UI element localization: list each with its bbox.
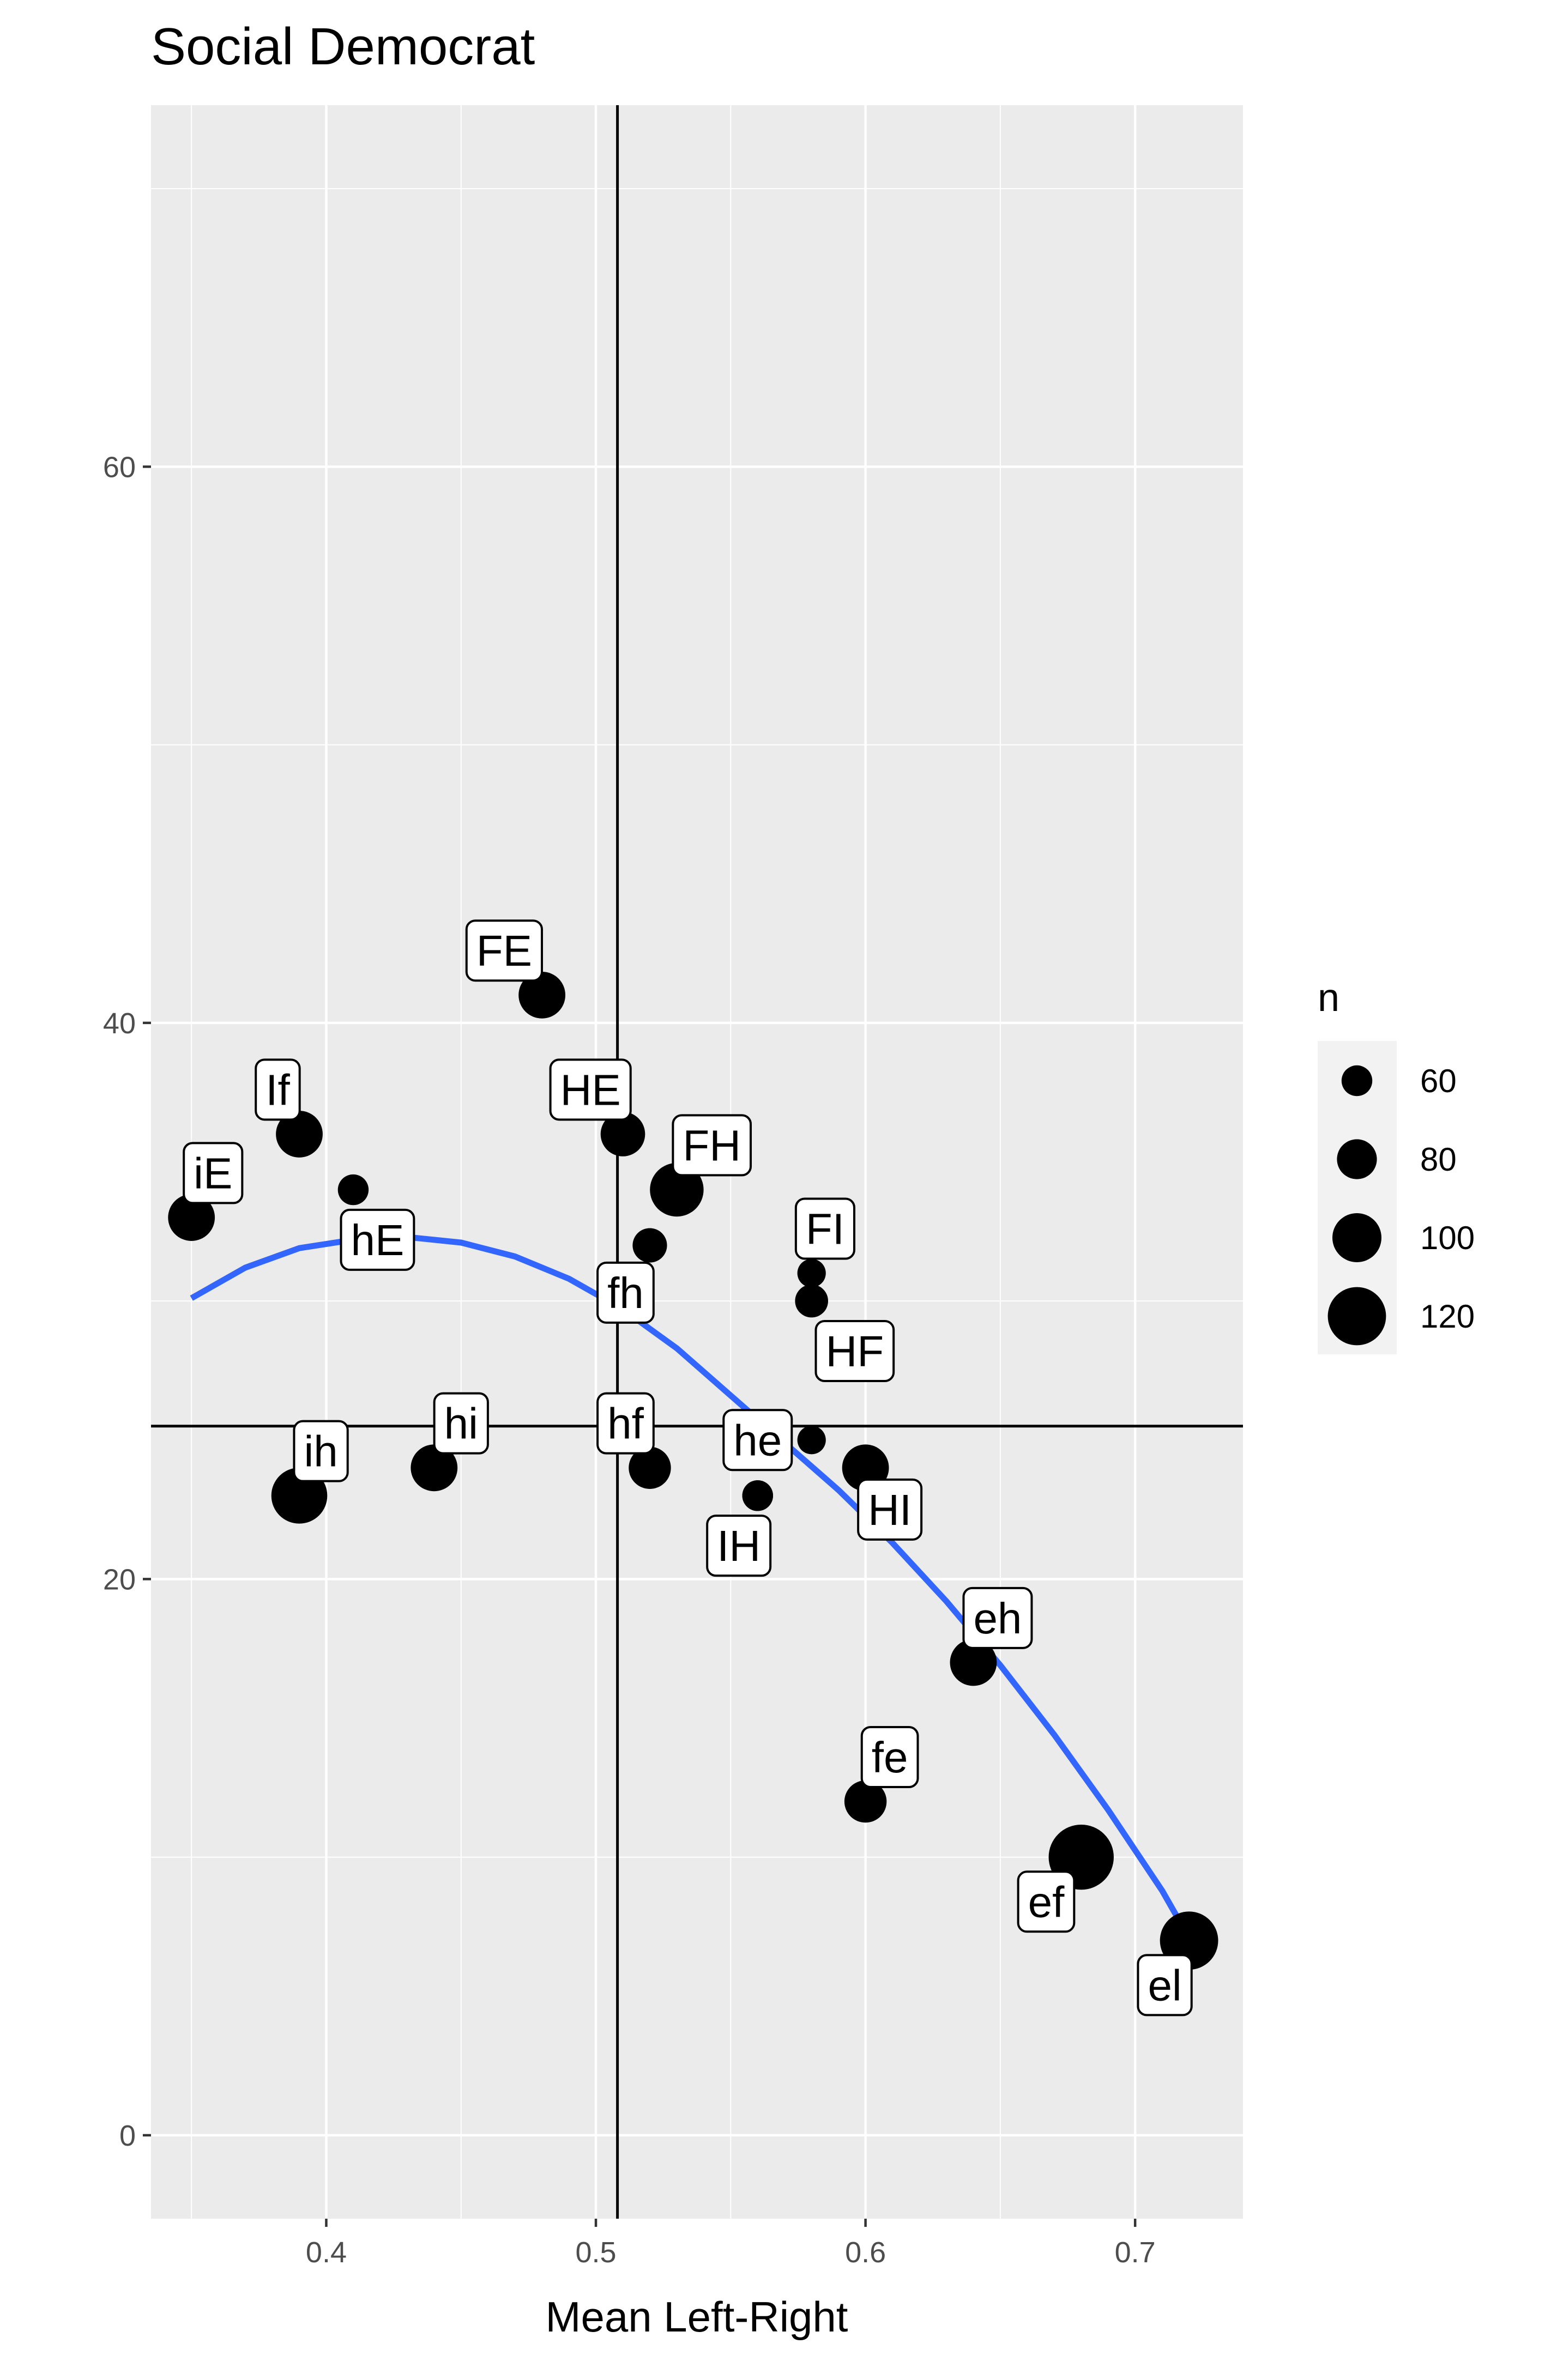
data-point xyxy=(632,1228,667,1263)
legend-label: 120 xyxy=(1420,1298,1475,1335)
legend-title: n xyxy=(1318,976,1339,1020)
y-tick-label: 0 xyxy=(119,2119,136,2152)
point-label: HF xyxy=(814,1319,895,1382)
data-point xyxy=(600,1112,645,1156)
point-label-box xyxy=(465,919,544,982)
point-label-text: fe xyxy=(872,1733,908,1782)
data-point xyxy=(650,1162,704,1217)
point-label-text: IH xyxy=(717,1522,761,1570)
point-label-text: HE xyxy=(560,1065,621,1114)
data-point xyxy=(168,1194,215,1241)
point-label-text: If xyxy=(265,1065,290,1114)
point-label: fh xyxy=(596,1261,655,1324)
point-label-box xyxy=(433,1392,489,1455)
x-tick-label: 0.4 xyxy=(306,2236,347,2269)
legend-key xyxy=(1327,1287,1386,1346)
point-label: el xyxy=(1137,1954,1193,2016)
point-label-box xyxy=(794,1197,855,1260)
point-label-text: fh xyxy=(607,1269,644,1317)
point-label-box xyxy=(293,1420,349,1482)
data-point xyxy=(797,1426,826,1455)
point-label: If xyxy=(255,1058,301,1121)
point-label-box xyxy=(596,1392,655,1455)
x-tick-label: 0.5 xyxy=(575,2236,616,2269)
major-gridlines xyxy=(151,105,1243,2219)
point-label: fe xyxy=(860,1725,919,1788)
point-label-text: hE xyxy=(351,1216,405,1264)
point-label: hE xyxy=(340,1208,415,1271)
data-point xyxy=(844,1780,887,1823)
x-tick-label: 0.7 xyxy=(1115,2236,1156,2269)
point-label-box xyxy=(962,1586,1033,1649)
y-tick-label: 60 xyxy=(103,451,136,483)
point-label: FH xyxy=(672,1114,752,1177)
legend-key xyxy=(1332,1213,1381,1262)
data-point xyxy=(629,1446,671,1489)
data-point xyxy=(518,971,566,1019)
point-label-text: hf xyxy=(607,1400,644,1448)
point-label-box xyxy=(706,1515,772,1577)
point-label: ef xyxy=(1017,1870,1076,1933)
data-point xyxy=(795,1284,828,1318)
y-tick-label: 40 xyxy=(103,1007,136,1040)
point-labels: FE If HE iE hE FH FI fh HF hi hf he HI ih IH eh fe ef el xyxy=(183,919,1193,2016)
data-point xyxy=(411,1444,458,1492)
point-label-text: hi xyxy=(444,1400,478,1448)
x-tick-label: 0.6 xyxy=(845,2236,886,2269)
point-label-box xyxy=(1017,1870,1076,1933)
point-label-text: iE xyxy=(194,1149,232,1197)
point-label-text: ih xyxy=(304,1427,337,1476)
legend-label: 80 xyxy=(1420,1141,1457,1178)
point-label-text: el xyxy=(1148,1961,1181,2009)
point-label-text: eh xyxy=(973,1594,1022,1643)
point-label-box xyxy=(183,1142,244,1204)
point-label-box xyxy=(860,1725,919,1788)
size-legend: n 60 80 100 120 xyxy=(1318,976,1475,1354)
point-label: FI xyxy=(794,1197,855,1260)
point-label: ih xyxy=(293,1420,349,1482)
point-label-box xyxy=(857,1478,923,1541)
point-label-text: FE xyxy=(476,926,532,975)
legend-label: 100 xyxy=(1420,1220,1475,1256)
legend-key xyxy=(1341,1065,1373,1097)
point-label: IH xyxy=(706,1515,772,1577)
point-label-box xyxy=(1137,1954,1193,2016)
point-label: he xyxy=(722,1409,793,1471)
y-tick-label: 20 xyxy=(103,1563,136,1596)
legend-label: 60 xyxy=(1420,1063,1457,1099)
point-label-box xyxy=(672,1114,752,1177)
data-point xyxy=(797,1259,826,1288)
legend-key xyxy=(1337,1139,1377,1179)
point-label-text: he xyxy=(733,1416,782,1464)
point-label-text: HI xyxy=(868,1486,912,1534)
point-label: hf xyxy=(596,1392,655,1455)
point-label: FE xyxy=(465,919,544,982)
data-point xyxy=(337,1174,369,1206)
point-label: HI xyxy=(857,1478,923,1541)
point-label: HE xyxy=(549,1058,632,1121)
data-point xyxy=(950,1639,997,1686)
point-label-box xyxy=(814,1319,895,1382)
x-axis-title: Mean Left-Right xyxy=(546,2293,848,2341)
point-label-text: FH xyxy=(683,1121,741,1170)
point-label-box xyxy=(255,1058,301,1121)
point-label: hi xyxy=(433,1392,489,1455)
point-label: eh xyxy=(962,1586,1033,1649)
point-label-text: ef xyxy=(1028,1878,1065,1926)
chart-title: Social Democrat xyxy=(151,17,535,76)
x-axis: 0.4 0.5 0.6 0.7 xyxy=(306,2219,1156,2269)
data-point xyxy=(742,1480,773,1511)
point-label-box xyxy=(549,1058,632,1121)
point-label-box xyxy=(596,1261,655,1324)
point-label-box xyxy=(340,1208,415,1271)
data-point xyxy=(276,1111,323,1158)
data-points xyxy=(168,971,1218,1970)
point-label-text: HF xyxy=(826,1327,884,1376)
point-label-text: FI xyxy=(806,1204,844,1253)
point-label: iE xyxy=(183,1142,244,1204)
point-label-box xyxy=(722,1409,793,1471)
y-axis: 0 20 40 60 xyxy=(103,451,151,2152)
